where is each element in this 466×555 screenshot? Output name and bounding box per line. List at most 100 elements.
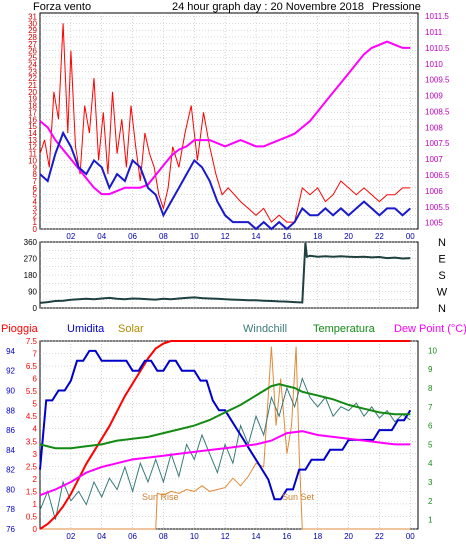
temperature-y-tick: 6: [428, 422, 433, 431]
wind-y-tick: 13: [28, 136, 37, 145]
wind-y-tick: 16: [28, 115, 37, 124]
temperature-y-tick: 1: [428, 516, 433, 525]
rain-y-tick: 1.5: [26, 487, 38, 496]
wind-y-tick: 11: [29, 150, 38, 159]
pressure-y-tick: 1008: [425, 123, 443, 132]
solar-series: [40, 346, 411, 530]
direction-y-tick: 90: [28, 288, 37, 297]
wind-x-tick: 12: [221, 232, 230, 241]
humidity-y-tick: 82: [6, 466, 15, 475]
windchill-series: [39, 377, 411, 520]
rain-y-tick: 6.5: [26, 362, 38, 371]
pressure-y-tick: 1008.5: [425, 107, 450, 116]
compass-label: E: [438, 254, 445, 266]
pressure-y-tick: 1006.5: [425, 171, 450, 180]
direction-y-tick: 0: [33, 304, 38, 313]
temperature-x-tick: 18: [313, 532, 322, 541]
temperature-series: [39, 383, 411, 450]
wind-gust-series: [39, 23, 411, 223]
humidity-y-tick: 84: [6, 446, 15, 455]
humidity-y-tick: 94: [6, 347, 15, 356]
temperature-x-tick: 08: [159, 532, 168, 541]
dew-point-label: Dew Point (°C): [394, 323, 466, 335]
temperature-x-tick: 14: [252, 532, 261, 541]
rain-y-tick: 1: [33, 500, 38, 509]
wind-y-tick: 17: [28, 108, 37, 117]
compass-label: N: [438, 303, 446, 315]
wind-y-tick: 29: [28, 26, 37, 35]
wind-x-tick: 20: [344, 232, 353, 241]
wind-x-tick: 10: [190, 232, 199, 241]
pressure-y-tick: 1010.5: [425, 44, 450, 53]
pressure-y-tick: 1005.5: [425, 203, 450, 212]
rain-y-tick: 4.5: [26, 412, 38, 421]
temperature-y-tick: 8: [428, 384, 433, 393]
rain-y-tick: 7.5: [26, 337, 38, 346]
rain-y-tick: 2.5: [26, 462, 38, 471]
humidity-y-tick: 80: [6, 485, 15, 494]
pressure-y-tick: 1011: [425, 28, 443, 37]
wind-y-tick: 10: [28, 156, 37, 165]
wind-y-tick: 22: [28, 74, 37, 83]
rain-y-tick: 0: [33, 525, 38, 534]
direction-y-tick: 270: [24, 255, 38, 264]
humidity-series: [39, 349, 412, 501]
rain-y-tick: 3.5: [26, 437, 38, 446]
pressure-series: [39, 40, 411, 196]
rain-y-tick: 7: [33, 350, 38, 359]
wind-y-tick: 3: [33, 204, 38, 213]
temperature-y-tick: 3: [428, 478, 433, 487]
temperature-grid: [40, 340, 418, 530]
direction-grid: [40, 241, 418, 309]
wind-y-tick: 19: [28, 95, 37, 104]
temperature-x-tick: 12: [221, 532, 230, 541]
solar-label: Solar: [118, 323, 144, 335]
wind-y-tick: 24: [28, 60, 37, 69]
wind-y-tick: 23: [28, 67, 37, 76]
wind-x-tick: 06: [128, 232, 137, 241]
pressure-y-tick: 1010: [425, 60, 443, 69]
wind-y-tick: 20: [28, 88, 37, 97]
temperature-y-tick: 10: [428, 346, 437, 355]
rain-y-tick: 0.5: [26, 512, 38, 521]
humidity-y-tick: 92: [6, 367, 15, 376]
wind-y-tick: 6: [33, 184, 38, 193]
dew-point-series: [39, 430, 411, 497]
pressure-label: Pressione: [372, 1, 421, 13]
temperature-x-tick: 02: [66, 532, 75, 541]
wind-y-tick: 25: [28, 54, 37, 63]
direction-y-tick: 180: [24, 271, 38, 280]
rain-y-tick: 5: [33, 400, 38, 409]
pressure-y-tick: 1007: [425, 155, 443, 164]
temperature-x-tick: 00: [406, 532, 415, 541]
rain-series: [39, 340, 411, 530]
humidity-y-tick: 76: [6, 525, 15, 534]
wind-x-tick: 02: [66, 232, 75, 241]
wind-y-tick: 27: [28, 40, 37, 49]
axis-tick-labels: 0123456789101112131415161718192021222324…: [6, 12, 450, 541]
temperature-y-tick: 5: [428, 440, 433, 449]
temperature-y-tick: 4: [428, 459, 433, 468]
wind-y-tick: 15: [28, 122, 37, 131]
rain-y-tick: 5.5: [26, 387, 38, 396]
wind-y-tick: 12: [28, 143, 37, 152]
wind-y-tick: 2: [33, 211, 38, 220]
rain-y-tick: 2: [33, 475, 38, 484]
wind-y-tick: 1: [33, 218, 38, 227]
pressure-y-tick: 1009: [425, 92, 443, 101]
rain-y-tick: 3: [33, 450, 38, 459]
wind-y-tick: 21: [28, 81, 37, 90]
temperature-label: Temperatura: [313, 323, 376, 335]
direction-y-tick: 360: [24, 238, 38, 247]
wind-x-tick: 16: [282, 232, 291, 241]
pressure-y-tick: 1009.5: [425, 76, 450, 85]
wind-y-tick: 14: [28, 129, 37, 138]
temperature-x-tick: 04: [97, 532, 106, 541]
wind-y-tick: 0: [33, 225, 38, 234]
wind-y-tick: 18: [28, 102, 37, 111]
pressure-y-tick: 1011.5: [425, 12, 449, 21]
wind-x-tick: 14: [252, 232, 261, 241]
humidity-y-tick: 88: [6, 406, 15, 415]
pressure-y-tick: 1007.5: [425, 139, 450, 148]
